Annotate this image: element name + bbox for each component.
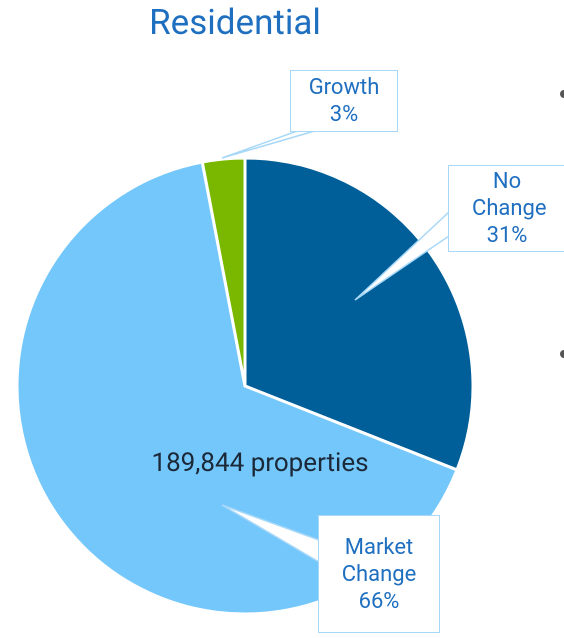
callout-pointer bbox=[221, 129, 319, 159]
pie-slice bbox=[200, 156, 247, 387]
value-label: 3% bbox=[329, 102, 359, 127]
category-label: Growth bbox=[308, 75, 380, 100]
bullet bbox=[560, 350, 564, 358]
data-label: No Change 31% bbox=[448, 165, 564, 252]
bullet bbox=[560, 90, 564, 98]
value-label: 31% bbox=[486, 223, 528, 248]
category-label: No Change bbox=[472, 169, 547, 221]
data-label: Market Change 66% bbox=[318, 515, 440, 633]
category-label: Market Change bbox=[341, 534, 417, 587]
pie-slice bbox=[243, 156, 475, 472]
chart-title: Residential bbox=[149, 2, 321, 43]
data-label: Growth 3% bbox=[290, 70, 398, 132]
annotation: 189,844 properties bbox=[151, 448, 369, 478]
value-label: 66% bbox=[358, 588, 400, 614]
